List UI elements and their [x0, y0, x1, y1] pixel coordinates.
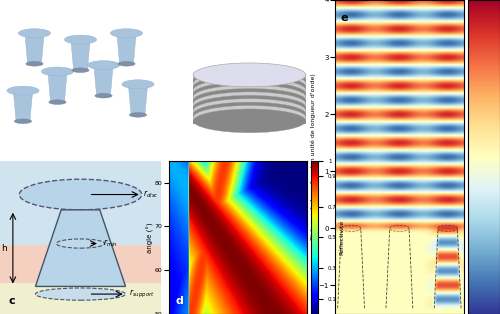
Ellipse shape [193, 85, 306, 109]
Ellipse shape [193, 75, 306, 99]
Bar [0, 283, 161, 314]
Ellipse shape [88, 61, 120, 70]
Ellipse shape [72, 68, 89, 73]
Ellipse shape [193, 68, 306, 92]
Polygon shape [71, 40, 90, 70]
Ellipse shape [18, 29, 50, 38]
Polygon shape [36, 210, 126, 286]
Polygon shape [193, 80, 306, 84]
Text: $r_{support}$: $r_{support}$ [129, 288, 154, 300]
Polygon shape [25, 33, 44, 64]
Polygon shape [193, 117, 306, 121]
Text: b: b [177, 136, 185, 145]
Ellipse shape [7, 86, 39, 95]
Polygon shape [48, 72, 67, 102]
Polygon shape [193, 84, 306, 87]
Ellipse shape [193, 92, 306, 116]
Ellipse shape [193, 82, 306, 106]
Polygon shape [193, 77, 306, 80]
Ellipse shape [26, 62, 43, 66]
Ellipse shape [20, 179, 142, 210]
Ellipse shape [130, 113, 146, 117]
Ellipse shape [36, 288, 126, 300]
Polygon shape [128, 84, 148, 115]
Text: h: h [2, 244, 8, 253]
Text: a: a [8, 136, 16, 145]
Polygon shape [117, 33, 136, 64]
Polygon shape [193, 94, 306, 97]
Ellipse shape [56, 239, 104, 248]
Ellipse shape [14, 119, 32, 123]
Ellipse shape [193, 65, 306, 89]
Ellipse shape [64, 35, 96, 44]
Ellipse shape [110, 29, 142, 38]
Text: $r_{min}$: $r_{min}$ [103, 238, 118, 249]
Ellipse shape [193, 78, 306, 102]
Text: e: e [340, 13, 347, 23]
Polygon shape [193, 104, 306, 107]
Polygon shape [94, 65, 113, 96]
Polygon shape [193, 114, 306, 117]
Polygon shape [193, 90, 306, 94]
Text: $r_{disc}$: $r_{disc}$ [144, 189, 159, 200]
Y-axis label: Distance de la surface (en unité de longueur d'onde): Distance de la surface (en unité de long… [310, 73, 316, 241]
Polygon shape [193, 100, 306, 104]
Polygon shape [193, 97, 306, 100]
Bar [0, 161, 161, 245]
Ellipse shape [193, 95, 306, 119]
Ellipse shape [42, 67, 74, 76]
Polygon shape [193, 107, 306, 111]
Ellipse shape [193, 109, 306, 133]
Polygon shape [193, 87, 306, 90]
Ellipse shape [193, 72, 306, 95]
Ellipse shape [122, 80, 154, 89]
Ellipse shape [193, 63, 306, 87]
Ellipse shape [193, 106, 306, 129]
Ellipse shape [193, 99, 306, 122]
Text: c: c [8, 296, 14, 306]
Ellipse shape [118, 62, 135, 66]
Y-axis label: angle (°): angle (°) [146, 222, 154, 253]
Ellipse shape [193, 102, 306, 126]
Ellipse shape [193, 89, 306, 112]
Text: d: d [176, 296, 184, 306]
Ellipse shape [49, 100, 66, 105]
Polygon shape [14, 91, 32, 121]
Bar [0, 245, 161, 283]
Polygon shape [193, 121, 306, 124]
Polygon shape [193, 111, 306, 114]
Ellipse shape [95, 94, 112, 98]
Y-axis label: Réflectivité: Réflectivité [340, 220, 344, 255]
